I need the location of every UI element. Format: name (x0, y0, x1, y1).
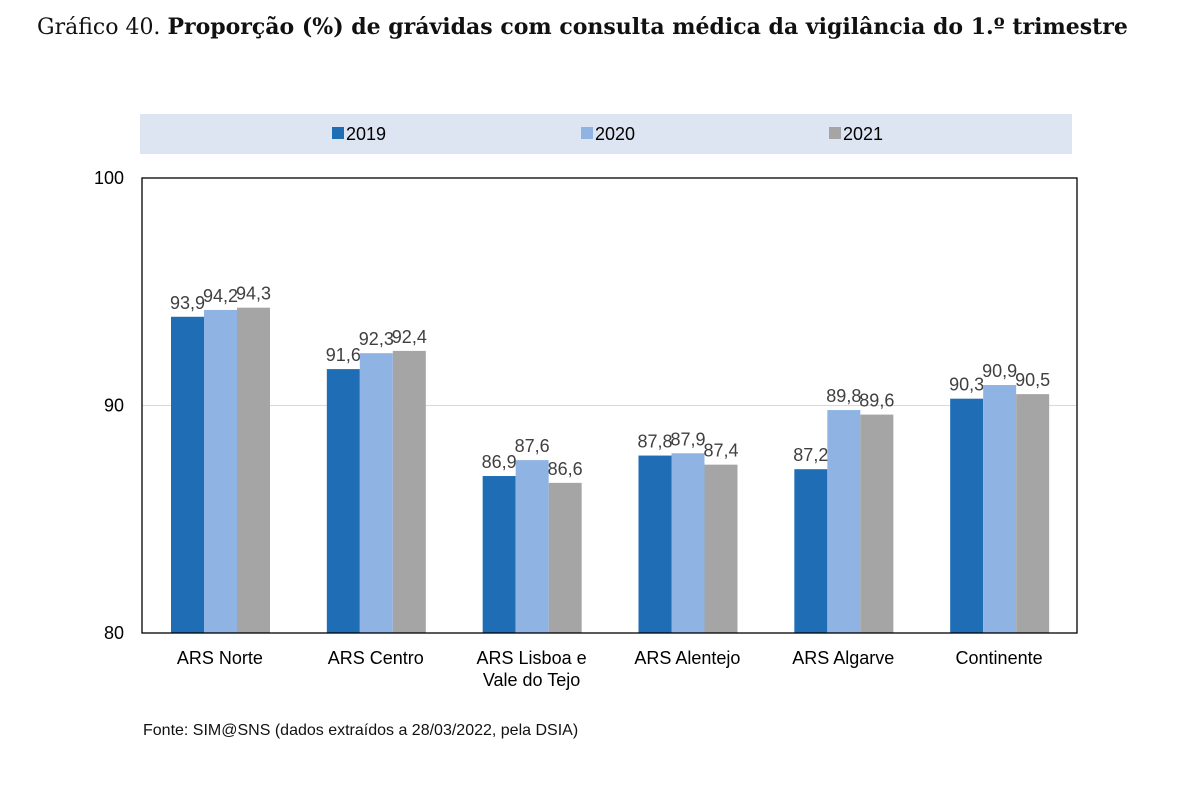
plot-border (141, 177, 1078, 634)
bar-2020-3 (671, 453, 705, 633)
bar-2019-4 (794, 469, 828, 633)
legend-label-2021: 2021 (843, 124, 883, 144)
y-tick-label: 90 (104, 396, 124, 416)
category-label-0: ARS Norte (177, 648, 263, 668)
legend-band (140, 114, 1072, 154)
data-label-2019-0: 93,9 (170, 293, 205, 313)
legend-swatch-2019 (332, 127, 344, 139)
bar-2019-0 (171, 316, 204, 633)
data-label-2021-3: 87,4 (703, 441, 738, 461)
bar-2020-1 (359, 353, 393, 633)
bar-2019-5 (950, 398, 984, 633)
y-tick-label: 80 (104, 623, 124, 643)
bar-2019-2 (482, 476, 516, 633)
source-note: Fonte: SIM@SNS (dados extraídos a 28/03/… (143, 722, 579, 739)
data-label-2019-3: 87,8 (637, 432, 672, 452)
data-label-2021-0: 94,3 (236, 284, 271, 304)
bar-2019-3 (638, 455, 672, 633)
data-label-2019-5: 90,3 (949, 375, 984, 395)
category-label-5: Continente (956, 648, 1043, 668)
legend-label-2019: 2019 (346, 124, 386, 144)
bar-2019-1 (326, 369, 360, 633)
category-label-4: ARS Algarve (792, 648, 894, 668)
data-label-2021-4: 89,6 (859, 391, 894, 411)
chart-title: Gráfico 40. Proporção (%) de grávidas co… (37, 14, 1128, 40)
category-label-1: ARS Centro (328, 648, 424, 668)
legend-label-2020: 2020 (595, 124, 635, 144)
bar-2020-5 (983, 385, 1017, 633)
data-label-2021-1: 92,4 (392, 327, 427, 347)
bar-2021-2 (548, 482, 582, 633)
category-label-3: ARS Alentejo (634, 648, 740, 668)
bar-2021-1 (392, 350, 426, 633)
bar-2021-5 (1016, 394, 1050, 633)
bar-2021-0 (237, 307, 270, 633)
data-label-2019-1: 91,6 (326, 345, 361, 365)
legend-swatch-2020 (581, 127, 593, 139)
category-label-2: Vale do Tejo (483, 670, 580, 690)
chart-number: Gráfico 40. (37, 15, 161, 40)
data-label-2021-5: 90,5 (1015, 370, 1050, 390)
y-tick-label: 100 (94, 168, 124, 188)
legend-swatch-2021 (829, 127, 841, 139)
bar-2021-3 (704, 464, 738, 633)
bar-2020-0 (204, 309, 237, 633)
data-label-2020-1: 92,3 (359, 329, 394, 349)
bar-2020-2 (515, 460, 549, 633)
bar-2021-4 (860, 414, 894, 633)
data-label-2019-2: 86,9 (482, 452, 517, 472)
data-label-2021-2: 86,6 (548, 459, 583, 479)
chart-title-text: Proporção (%) de grávidas com consulta m… (167, 14, 1128, 40)
category-label-2: ARS Lisboa e (477, 648, 587, 668)
data-label-2020-5: 90,9 (982, 361, 1017, 381)
data-label-2020-0: 94,2 (203, 286, 238, 306)
bar-2020-4 (827, 410, 861, 633)
data-label-2020-2: 87,6 (515, 436, 550, 456)
data-label-2020-3: 87,9 (670, 429, 705, 449)
data-label-2020-4: 89,8 (826, 386, 861, 406)
data-label-2019-4: 87,2 (793, 445, 828, 465)
